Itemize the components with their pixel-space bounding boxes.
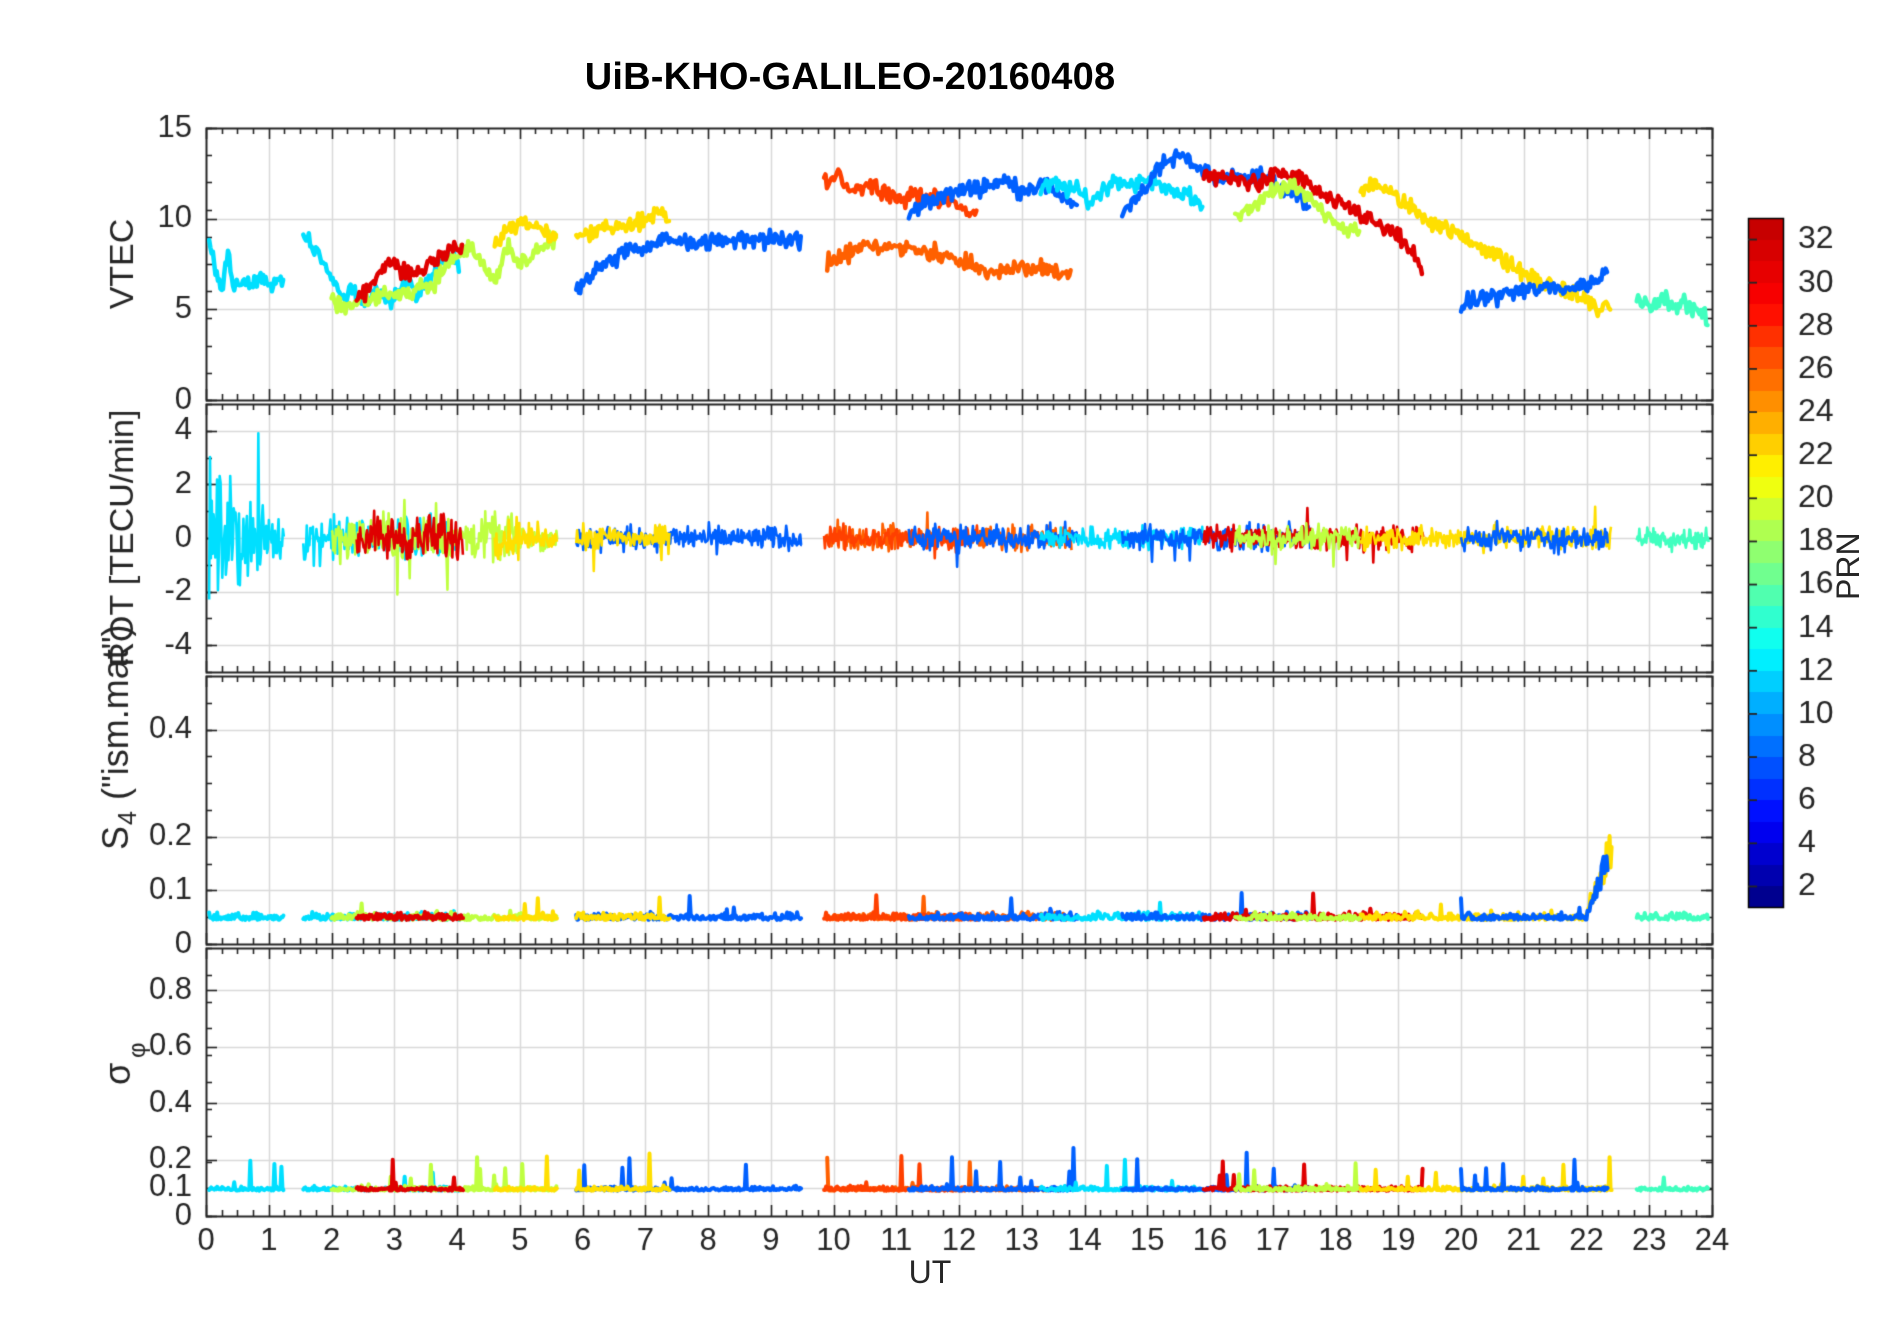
multi-panel-ionosphere-plot: [0, 0, 1902, 1330]
figure-root: UiB-KHO-GALILEO-20160408 UT PRN: [0, 0, 1902, 1330]
